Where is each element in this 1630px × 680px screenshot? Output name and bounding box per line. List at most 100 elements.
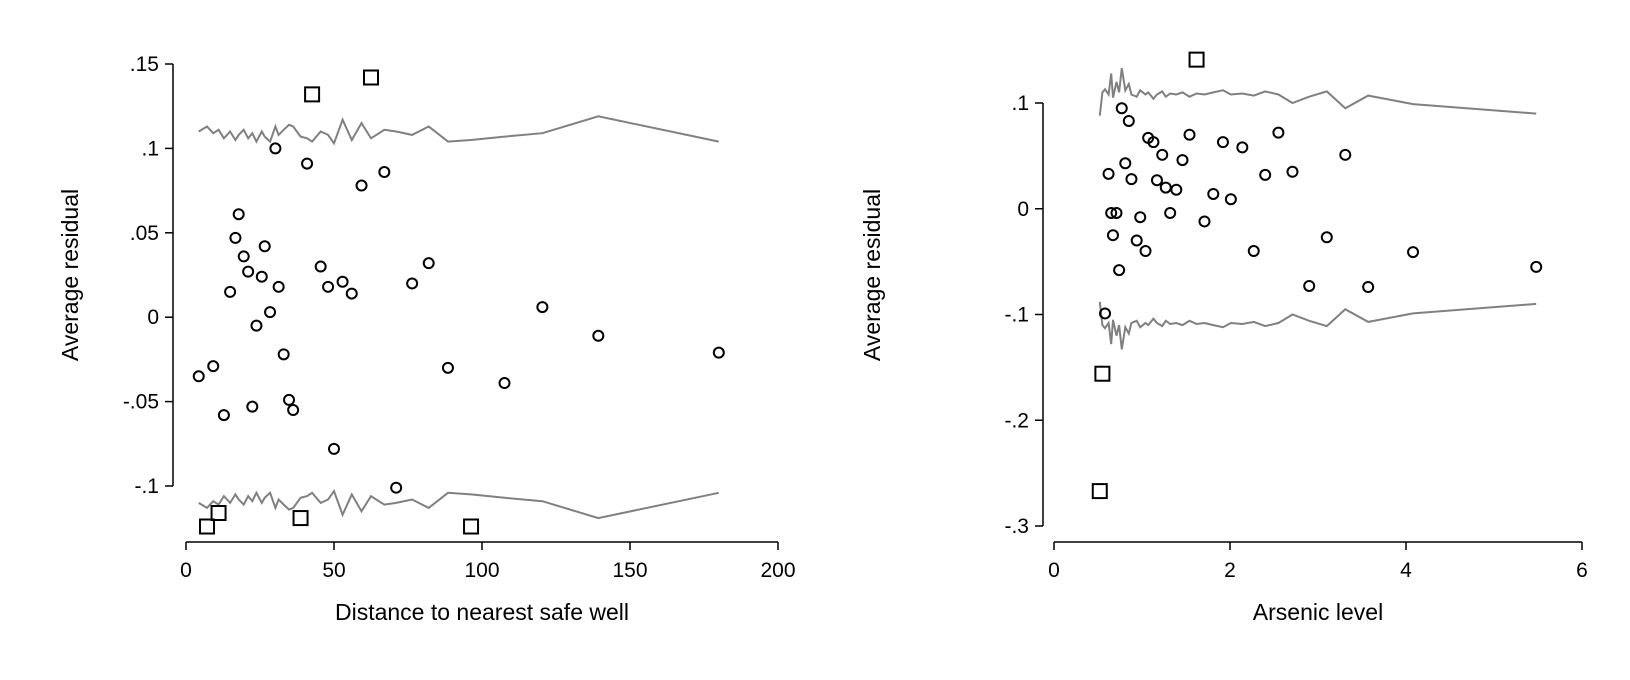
- point-circle: [1207, 187, 1220, 200]
- point-circle: [378, 166, 391, 179]
- point-circle: [1272, 126, 1285, 139]
- point-square-outlier: [199, 518, 216, 535]
- point-square-outlier: [1091, 483, 1108, 500]
- point-circle: [1362, 281, 1375, 294]
- point-circle: [1125, 173, 1138, 186]
- point-circle: [277, 348, 290, 361]
- point-circle: [1183, 128, 1196, 141]
- y-tick-label: .1: [141, 137, 159, 160]
- point-circle: [283, 393, 296, 406]
- point-circle: [1407, 246, 1420, 259]
- point-circle: [536, 301, 549, 314]
- panel-distance: Distance to nearest safe well Average re…: [57, 53, 796, 625]
- x-tick-label: 6: [1576, 559, 1588, 582]
- point-circle: [1122, 114, 1135, 127]
- point-square-outlier: [463, 518, 480, 535]
- x-tick-label: 50: [322, 559, 345, 582]
- point-circle: [242, 265, 255, 278]
- x-tick-label: 4: [1400, 559, 1412, 582]
- point-circle: [1102, 167, 1115, 180]
- y-tick-label: -.05: [123, 391, 159, 414]
- lower-bound-line: [198, 488, 720, 520]
- point-circle: [232, 208, 245, 221]
- point-circle: [1236, 141, 1249, 154]
- point-circle: [301, 157, 314, 170]
- y-axis-title: Average residual: [57, 189, 83, 361]
- point-circle: [322, 280, 335, 293]
- point-circle: [255, 270, 268, 283]
- lower-bound-line: [1098, 301, 1537, 350]
- point-circle: [1099, 307, 1112, 320]
- point-circle: [1164, 206, 1177, 219]
- point-square-outlier: [292, 510, 309, 527]
- upper-bound-line: [1098, 67, 1537, 116]
- y-tick-label: .15: [130, 53, 159, 76]
- point-circle: [1105, 206, 1118, 219]
- y-tick-label: 0: [1017, 198, 1029, 221]
- point-circle: [1150, 174, 1163, 187]
- point-circle: [207, 360, 220, 373]
- x-tick-label: 200: [760, 559, 795, 582]
- point-circle: [1139, 245, 1152, 258]
- point-circle: [1339, 148, 1352, 161]
- point-square-outlier: [210, 505, 227, 522]
- point-circle: [1119, 157, 1132, 170]
- point-circle: [1530, 260, 1543, 273]
- point-circle: [1134, 211, 1147, 224]
- x-tick-label: 2: [1224, 559, 1236, 582]
- x-tick-label: 0: [180, 559, 192, 582]
- y-axis-title: Average residual: [859, 189, 885, 361]
- point-circle: [336, 275, 349, 288]
- point-circle: [712, 346, 725, 359]
- point-circle: [1110, 206, 1123, 219]
- point-circle: [498, 377, 511, 390]
- point-circle: [229, 231, 242, 244]
- point-circle: [237, 250, 250, 263]
- point-circle: [1115, 102, 1128, 115]
- point-circle: [1286, 165, 1299, 178]
- point-circle: [592, 329, 605, 342]
- point-circle: [1159, 181, 1172, 194]
- point-circle: [224, 285, 237, 298]
- point-square-outlier: [1188, 51, 1205, 68]
- point-circle: [1170, 183, 1183, 196]
- point-circle: [217, 409, 230, 422]
- y-tick-label: -.1: [134, 475, 159, 498]
- y-tick-label: -.1: [1004, 304, 1029, 327]
- panel-arsenic: Arsenic level Average residual .1 0 -.1 -.2…: [859, 51, 1588, 625]
- point-circle: [287, 404, 300, 417]
- point-circle: [192, 370, 205, 383]
- point-circle: [1156, 148, 1169, 161]
- y-tick-label: -.2: [1004, 409, 1029, 432]
- point-circle: [355, 179, 368, 192]
- x-tick-label: 0: [1048, 559, 1060, 582]
- point-circle: [390, 481, 403, 494]
- point-square-outlier: [363, 69, 379, 86]
- point-circle: [1113, 264, 1126, 277]
- point-circle: [441, 361, 454, 374]
- point-circle: [264, 306, 277, 319]
- y-tick-label: -.3: [1004, 515, 1029, 538]
- x-axis-title: Arsenic level: [1253, 599, 1383, 625]
- point-circle: [1198, 215, 1211, 228]
- y-tick-label: .1: [1011, 92, 1029, 115]
- point-circle: [1259, 168, 1272, 181]
- point-circle: [1247, 245, 1260, 258]
- y-tick-label: 0: [147, 306, 159, 329]
- point-circle: [1106, 229, 1119, 242]
- point-circle: [250, 319, 263, 332]
- point-circle: [314, 260, 327, 273]
- point-circle: [1176, 154, 1189, 167]
- point-square-outlier: [1094, 365, 1111, 382]
- point-circle: [269, 142, 282, 155]
- point-circle: [1147, 136, 1160, 149]
- y-tick-label: .05: [130, 222, 159, 245]
- point-circle: [422, 257, 435, 270]
- point-square-outlier: [304, 86, 321, 103]
- point-circle: [272, 280, 285, 293]
- point-circle: [1130, 234, 1143, 247]
- x-tick-label: 100: [464, 559, 499, 582]
- point-circle: [1216, 136, 1229, 149]
- upper-bound-line: [198, 115, 720, 146]
